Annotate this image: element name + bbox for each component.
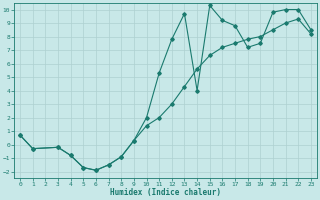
- X-axis label: Humidex (Indice chaleur): Humidex (Indice chaleur): [110, 188, 221, 197]
